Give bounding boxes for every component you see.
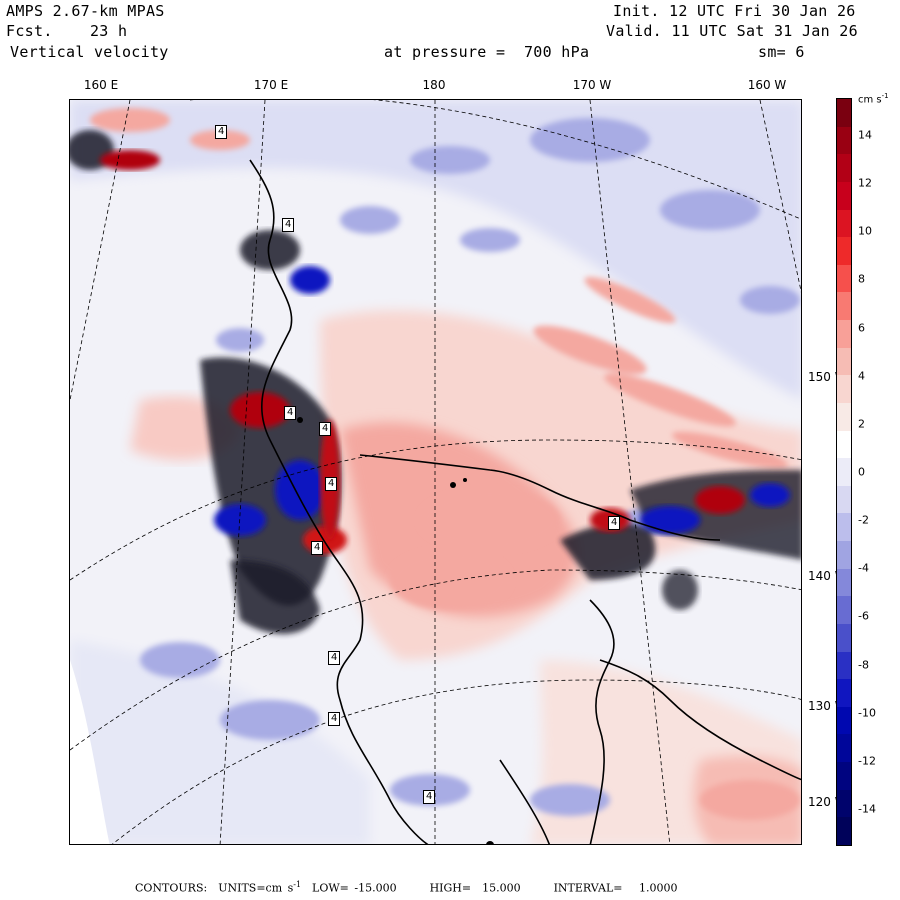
colorbar-segment xyxy=(837,623,851,653)
colorbar-tick-label: -12 xyxy=(858,754,876,768)
colorbar-segment xyxy=(837,817,851,846)
colorbar-tick-label: 2 xyxy=(858,417,865,431)
lon-label-160e: 160 E xyxy=(83,78,119,92)
colorbar-tick-label: -4 xyxy=(858,561,869,575)
colorbar-segment xyxy=(837,264,851,293)
colorbar-segment xyxy=(837,181,851,210)
colorbar-tick-label: -2 xyxy=(858,513,869,527)
colorbar-tick-label: 14 xyxy=(858,128,872,142)
colorbar-segment xyxy=(837,237,851,266)
colorbar-segment xyxy=(837,375,851,404)
eastern-strong-cells xyxy=(560,470,801,610)
colorbar-segment xyxy=(837,762,851,791)
positive-cells xyxy=(90,108,800,820)
lon-label-170w: 170 W xyxy=(572,78,612,92)
contour-label: 4 xyxy=(328,712,341,726)
contour-label: 4 xyxy=(215,125,228,139)
contour-label: 4 xyxy=(325,477,338,491)
colorbar-tick-label: -6 xyxy=(858,609,869,623)
colorbar-segment xyxy=(837,458,851,487)
colorbar-segment xyxy=(837,789,851,818)
coastline xyxy=(249,159,801,844)
colorbar-tick-label: 12 xyxy=(858,176,872,190)
graticule xyxy=(70,100,801,844)
contour-label: 4 xyxy=(284,406,297,420)
colorbar-tick-label: 4 xyxy=(858,369,865,383)
colorbar-segment xyxy=(837,568,851,597)
colorbar-segment xyxy=(837,126,851,155)
init-time: Init. 12 UTC Fri 30 Jan 26 xyxy=(613,2,856,20)
colorbar-segment xyxy=(837,734,851,763)
colorbar-segment xyxy=(837,320,851,349)
plateau-white xyxy=(70,660,110,844)
colorbar-tick-label: 6 xyxy=(858,321,865,335)
colorbar-segment xyxy=(837,347,851,376)
contour-label: 4 xyxy=(319,422,332,436)
colorbar xyxy=(836,98,852,846)
plateau-region xyxy=(70,640,370,844)
colorbar-segment xyxy=(837,292,851,321)
colorbar-tick-label: -8 xyxy=(858,658,869,672)
colorbar-segment xyxy=(837,154,851,183)
contour-info: CONTOURS: UNITS=cm s-1 LOW= -15.000 HIGH… xyxy=(135,880,678,895)
contour-label: 4 xyxy=(311,541,324,555)
colorbar-segment xyxy=(837,679,851,708)
colorbar-segment xyxy=(837,430,851,459)
negative-region-north xyxy=(70,100,801,399)
model-title: AMPS 2.67-km MPAS xyxy=(6,2,165,20)
colorbar-tick-label: 0 xyxy=(858,465,865,479)
lon-label-180: 180 xyxy=(422,78,446,92)
contour-label: 4 xyxy=(423,790,436,804)
colorbar-segment xyxy=(837,706,851,735)
lon-label-160w: 160 W xyxy=(747,78,787,92)
smoothing-value: sm= 6 xyxy=(758,43,805,61)
map-canvas xyxy=(70,100,801,844)
contour-label: 4 xyxy=(608,516,621,530)
valid-time: Valid. 11 UTC Sat 31 Jan 26 xyxy=(606,22,858,40)
contour-label: 4 xyxy=(282,218,295,232)
colorbar-tick-label: 8 xyxy=(858,272,865,286)
station-markers xyxy=(297,417,494,844)
colorbar-segment xyxy=(837,651,851,680)
colorbar-segment xyxy=(837,402,851,432)
field-name: Vertical velocity xyxy=(10,43,169,61)
colorbar-segment xyxy=(837,541,851,570)
forecast-hour: Fcst. 23 h xyxy=(6,22,128,40)
contour-label: 4 xyxy=(328,651,341,665)
colorbar-segment xyxy=(837,513,851,542)
colorbar-tick-label: -14 xyxy=(858,802,876,816)
colorbar-tick-label: -10 xyxy=(858,706,876,720)
vertical-velocity-map: 4 4 4 4 4 4 4 4 4 4 xyxy=(69,99,802,845)
colorbar-segment xyxy=(837,485,851,514)
colorbar-segment xyxy=(837,99,851,128)
colorbar-units: cm s-1 xyxy=(858,92,889,106)
colorbar-segment xyxy=(837,596,851,625)
pressure-level: at pressure = 700 hPa xyxy=(384,43,590,61)
colorbar-tick-label: 10 xyxy=(858,224,872,238)
negative-cells xyxy=(140,118,800,816)
lon-label-170e: 170 E xyxy=(253,78,289,92)
colorbar-segment xyxy=(837,209,851,238)
